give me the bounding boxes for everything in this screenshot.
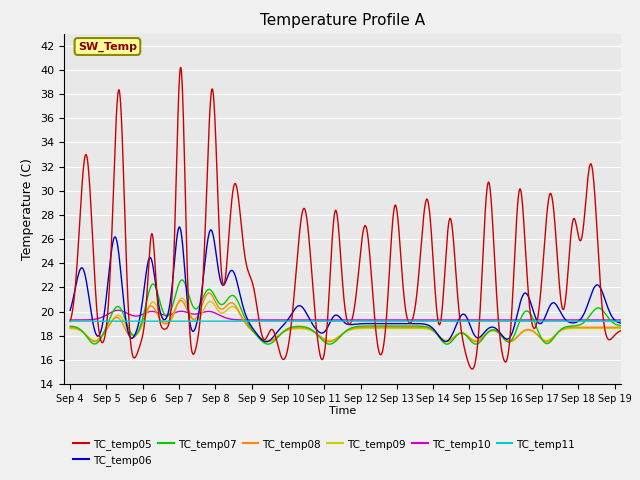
Legend: TC_temp05, TC_temp06, TC_temp07, TC_temp08, TC_temp09, TC_temp10, TC_temp11: TC_temp05, TC_temp06, TC_temp07, TC_temp… [69, 435, 579, 470]
Y-axis label: Temperature (C): Temperature (C) [22, 158, 35, 260]
Text: SW_Temp: SW_Temp [78, 41, 137, 52]
Title: Temperature Profile A: Temperature Profile A [260, 13, 425, 28]
X-axis label: Time: Time [329, 407, 356, 417]
